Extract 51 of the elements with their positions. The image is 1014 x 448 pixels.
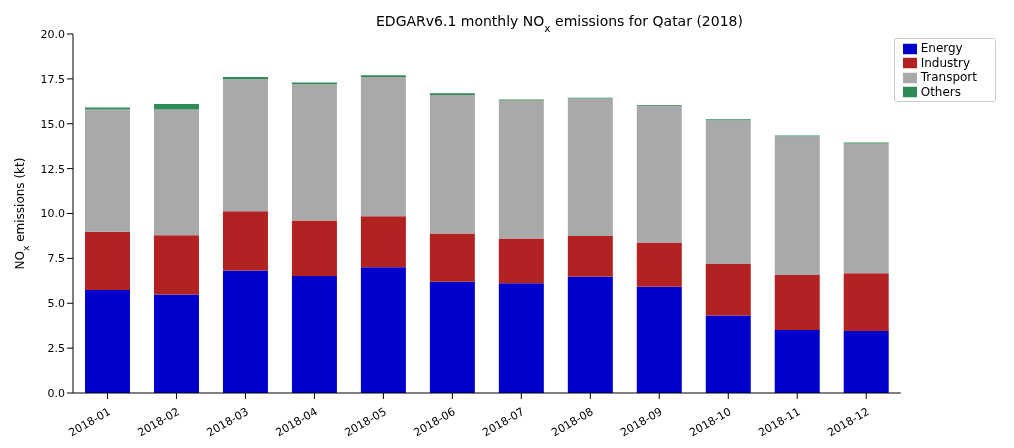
y-tick-label: 7.5 xyxy=(47,252,65,266)
bar xyxy=(567,98,613,236)
bar xyxy=(429,281,475,393)
bar xyxy=(636,286,682,393)
bar xyxy=(360,267,406,393)
y-tick-label: 5.0 xyxy=(47,297,65,311)
bar xyxy=(291,275,337,393)
bar xyxy=(498,238,544,284)
bar xyxy=(498,283,544,393)
bar xyxy=(222,211,268,271)
bar xyxy=(222,78,268,212)
legend-label: Transport xyxy=(920,70,977,84)
bar xyxy=(567,276,613,393)
bar xyxy=(85,289,130,393)
y-tick-label: 10.0 xyxy=(40,207,65,221)
bar xyxy=(153,294,199,393)
bar xyxy=(705,315,751,393)
bar xyxy=(360,216,406,268)
bar xyxy=(498,100,544,239)
bar xyxy=(153,235,199,295)
chart-title: EDGARv6.1 monthly NO$_{x}$ emissions for Qatar (2018) xyxy=(376,13,743,34)
legend-label: Energy xyxy=(920,41,963,55)
y-tick-label: 2.5 xyxy=(47,342,65,356)
y-tick-label: 17.5 xyxy=(40,72,65,86)
bar xyxy=(85,231,130,290)
bar xyxy=(291,220,337,276)
bar xyxy=(843,143,889,274)
bar xyxy=(153,109,199,236)
bar xyxy=(774,330,820,393)
bar xyxy=(636,242,682,287)
bar xyxy=(705,120,751,265)
bar xyxy=(153,104,199,110)
y-tick-label: 0.0 xyxy=(47,386,65,400)
bar xyxy=(774,274,820,330)
y-tick-label: 15.0 xyxy=(40,117,65,131)
bar xyxy=(705,264,751,316)
bar xyxy=(429,233,475,282)
bar xyxy=(360,77,406,217)
bar xyxy=(843,330,889,393)
bar xyxy=(429,95,475,234)
bar xyxy=(636,105,682,243)
bar xyxy=(843,273,889,331)
bar xyxy=(85,109,130,232)
bar xyxy=(774,136,820,275)
y-tick-label: 20.0 xyxy=(40,27,65,41)
bar xyxy=(291,84,337,221)
y-tick-label: 12.5 xyxy=(40,162,65,176)
legend-label: Industry xyxy=(920,55,971,70)
bar xyxy=(567,235,613,277)
legend-label: Others xyxy=(920,84,962,99)
bar xyxy=(222,270,268,393)
